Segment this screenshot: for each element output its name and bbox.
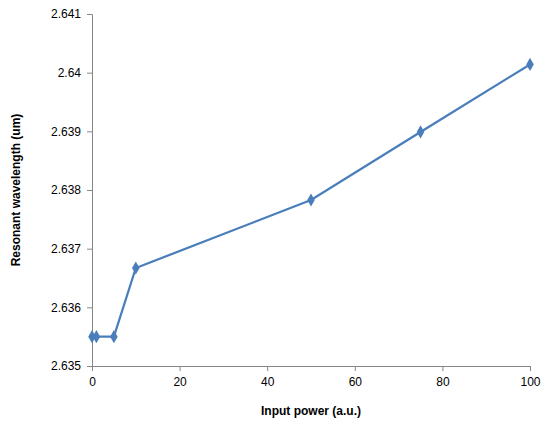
- y-tick: 2.638: [51, 183, 92, 197]
- y-tick-label: 2.638: [51, 183, 81, 197]
- y-axis-title: Resonant wavelength (um): [9, 114, 23, 267]
- series: [88, 58, 534, 343]
- y-tick: 2.639: [51, 125, 92, 139]
- x-tick: 0: [89, 366, 96, 389]
- plot: 0204060801002.6352.6362.6372.6382.6392.6…: [51, 7, 541, 388]
- x-tick: 40: [261, 366, 275, 389]
- y-axis: 2.635 2.636 2.637 2.638 2.639 2.64 2.641: [51, 7, 93, 373]
- x-tick-label: 20: [173, 375, 187, 389]
- y-tick: 2.637: [51, 242, 92, 256]
- y-tick: 2.636: [51, 301, 92, 315]
- y-tick-mark: [87, 131, 92, 132]
- y-tick-label: 2.64: [58, 66, 82, 80]
- marker: [307, 193, 315, 206]
- y-tick-mark: [87, 249, 92, 250]
- y-tick: 2.641: [51, 7, 92, 21]
- x-tick: 100: [520, 366, 540, 389]
- y-tick-label: 2.636: [51, 301, 81, 315]
- marker: [526, 58, 534, 71]
- x-tick-label: 100: [520, 375, 540, 389]
- y-tick-mark: [87, 14, 92, 15]
- x-axis: 0 20 40 60 80 100: [89, 366, 541, 389]
- background: [0, 0, 550, 431]
- y-tick-mark: [87, 307, 92, 308]
- marker: [417, 125, 425, 138]
- x-axis-title: Input power (a.u.): [261, 404, 361, 418]
- y-tick-mark: [87, 190, 92, 191]
- x-tick-mark: [267, 366, 268, 371]
- y-tick: 2.64: [58, 66, 92, 80]
- x-tick: 20: [173, 366, 187, 389]
- y-axis-line: [87, 15, 93, 367]
- x-tick-mark: [530, 366, 531, 371]
- y-tick-label: 2.635: [51, 359, 81, 373]
- x-tick-label: 80: [436, 375, 450, 389]
- x-tick-mark: [180, 366, 181, 371]
- x-axis-line: [93, 367, 531, 372]
- x-tick-mark: [442, 366, 443, 371]
- marker: [93, 330, 101, 343]
- y-tick-label: 2.641: [51, 7, 81, 21]
- marker: [110, 330, 118, 343]
- y-tick-mark: [87, 73, 92, 74]
- x-tick-label: 0: [89, 375, 96, 389]
- x-tick-mark: [355, 366, 356, 371]
- x-tick-label: 40: [261, 375, 275, 389]
- y-tick-label: 2.639: [51, 125, 81, 139]
- x-tick: 80: [436, 366, 450, 389]
- x-tick-label: 60: [349, 375, 363, 389]
- y-tick-label: 2.637: [51, 242, 81, 256]
- line: [92, 64, 530, 336]
- y-tick: 2.635: [51, 359, 92, 373]
- y-tick-mark: [87, 366, 92, 367]
- chart: 0204060801002.6352.6362.6372.6382.6392.6…: [0, 0, 550, 431]
- marker: [132, 261, 140, 274]
- x-tick: 60: [349, 366, 363, 389]
